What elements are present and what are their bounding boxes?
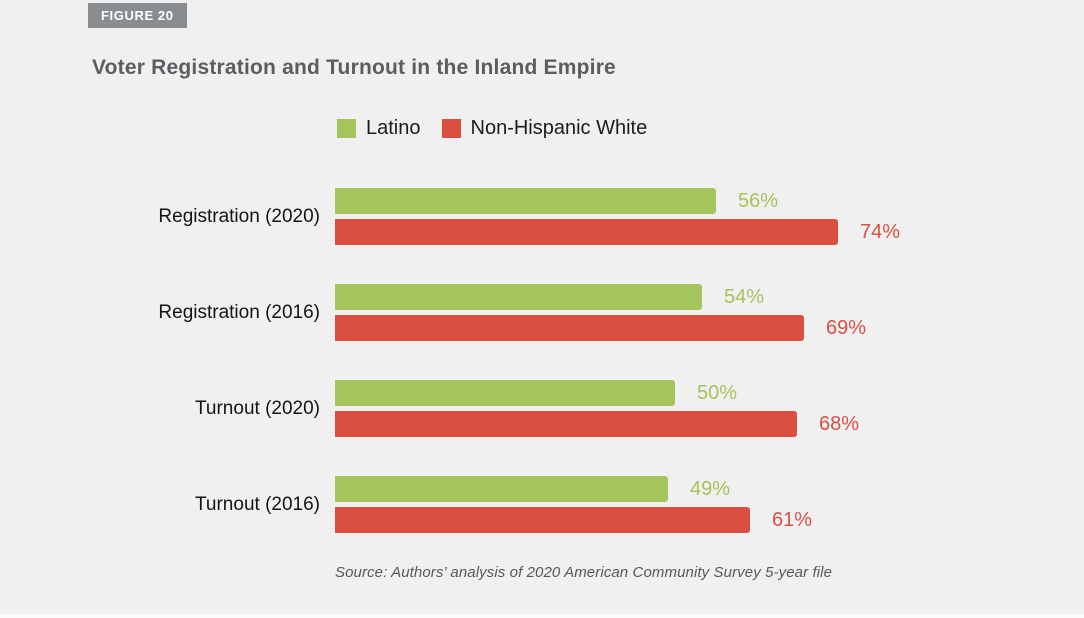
- value-label-latino-turnout-2016: 49%: [690, 478, 731, 500]
- value-label-non-hispanic-white-turnout-2020: 68%: [819, 413, 860, 435]
- legend: Latino Non-Hispanic White: [337, 117, 647, 140]
- legend-item-latino: Latino: [337, 117, 421, 140]
- category-label-registration-2016: Registration (2016): [158, 301, 320, 323]
- bar-non-hispanic-white-registration-2016: [335, 315, 804, 341]
- category-label-turnout-2016: Turnout (2016): [195, 493, 320, 515]
- figure-badge: FIGURE 20: [88, 3, 187, 28]
- legend-label-latino: Latino: [366, 117, 421, 139]
- bar-latino-registration-2016: [335, 284, 702, 310]
- bar-latino-turnout-2020: [335, 380, 675, 406]
- legend-item-non-hispanic-white: Non-Hispanic White: [441, 117, 648, 140]
- value-label-latino-turnout-2020: 50%: [697, 382, 738, 404]
- value-label-non-hispanic-white-registration-2020: 74%: [860, 221, 901, 243]
- bar-latino-turnout-2016: [335, 476, 668, 502]
- value-label-non-hispanic-white-turnout-2016: 61%: [772, 509, 813, 531]
- category-label-registration-2020: Registration (2020): [158, 205, 320, 227]
- bar-latino-registration-2020: [335, 188, 716, 214]
- page-bottom-edge: [0, 614, 1084, 618]
- legend-label-non-hispanic-white: Non-Hispanic White: [470, 117, 648, 139]
- value-label-latino-registration-2016: 54%: [724, 286, 765, 308]
- chart-title: Voter Registration and Turnout in the In…: [92, 56, 616, 79]
- value-label-non-hispanic-white-registration-2016: 69%: [826, 317, 867, 339]
- value-label-latino-registration-2020: 56%: [738, 190, 779, 212]
- category-label-turnout-2020: Turnout (2020): [195, 397, 320, 419]
- bar-non-hispanic-white-turnout-2016: [335, 507, 750, 533]
- latino-swatch-icon: [337, 119, 356, 138]
- bar-non-hispanic-white-registration-2020: [335, 219, 838, 245]
- non-hispanic-white-swatch-icon: [441, 119, 461, 138]
- bar-non-hispanic-white-turnout-2020: [335, 411, 797, 437]
- source-note: Source: Authors’ analysis of 2020 Americ…: [335, 564, 833, 581]
